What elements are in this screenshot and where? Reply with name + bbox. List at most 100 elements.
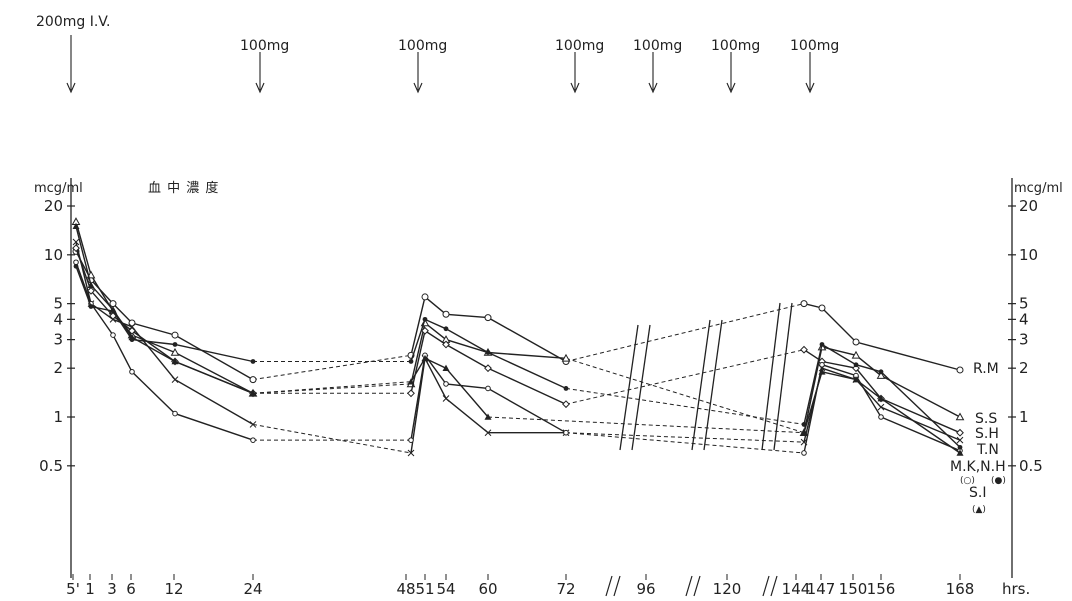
dose-label: 100mg	[711, 38, 760, 54]
series-nh	[73, 263, 963, 450]
data-point	[852, 376, 860, 383]
data-point	[172, 410, 178, 417]
data-point	[852, 364, 860, 373]
data-point	[109, 300, 117, 308]
data-point	[801, 450, 807, 456]
y-tick-label-right: 10	[1019, 246, 1038, 264]
data-point	[853, 362, 859, 368]
data-point	[819, 342, 825, 347]
series-line-segment	[252, 354, 412, 381]
data-point	[110, 332, 116, 338]
data-point	[249, 421, 257, 428]
marker-key-label: (▲)	[972, 505, 986, 515]
data-point	[801, 422, 807, 427]
data-point	[171, 357, 179, 365]
series-end-label: T.N	[976, 442, 999, 458]
data-point	[878, 369, 884, 375]
data-point	[818, 304, 826, 312]
data-point	[421, 293, 429, 301]
y-tick-label-left: 20	[44, 197, 63, 215]
x-tick-label: 1	[85, 580, 95, 598]
data-point	[485, 350, 491, 355]
series-line-segment	[75, 251, 254, 381]
series-end-label: S.I	[969, 485, 986, 501]
data-point	[407, 378, 415, 385]
data-point	[851, 350, 861, 359]
data-point	[408, 359, 414, 364]
data-point	[87, 281, 95, 288]
marker-key-label: (●)	[991, 476, 1006, 486]
data-point	[442, 340, 450, 349]
data-point	[249, 389, 257, 397]
series-lines	[71, 217, 965, 457]
series-end-label: S.H	[975, 426, 999, 442]
data-point	[128, 319, 136, 327]
x-axis-label: hrs.	[1002, 580, 1030, 598]
x-tick-label: 3	[107, 580, 117, 598]
data-point	[421, 326, 429, 335]
series-line-segment	[803, 346, 961, 433]
data-point	[422, 316, 428, 322]
x-axis-break-mark	[613, 575, 621, 597]
data-point	[172, 342, 178, 347]
data-point	[442, 364, 450, 371]
y-tick-label-right: 3	[1019, 331, 1029, 349]
x-tick-label: 5'	[66, 580, 80, 598]
y-tick-label-left: 4	[53, 310, 63, 328]
data-point	[443, 381, 449, 387]
y-tick-label-left: 2	[53, 359, 63, 377]
dose-arrowhead	[66, 82, 76, 94]
y-tick-label-right: 4	[1019, 310, 1029, 328]
data-point	[72, 244, 80, 253]
dose-arrowhead	[648, 82, 658, 94]
data-point	[800, 300, 808, 308]
data-point	[73, 259, 79, 266]
x-axis-break-mark	[770, 575, 778, 597]
data-point	[484, 314, 492, 322]
dose-arrowhead	[726, 82, 736, 94]
y-tick-label-left: 5	[53, 295, 63, 313]
chart-title: 血 中 濃 度	[148, 180, 219, 196]
series-line-segment	[803, 302, 961, 371]
x-tick-label: 144	[782, 580, 811, 598]
data-point	[800, 345, 808, 354]
y-tick-label-left: 1	[53, 408, 63, 426]
series-line-segment	[803, 349, 961, 434]
series-line-segment	[565, 432, 805, 443]
x-tick-label: 54	[436, 580, 455, 598]
dose-label: 100mg	[398, 38, 447, 54]
data-point	[171, 331, 179, 339]
data-point	[72, 238, 80, 246]
y-axis-label-left: mcg/ml	[34, 181, 83, 196]
y-tick-label-left: 10	[44, 246, 63, 264]
data-point	[484, 429, 492, 437]
data-point	[818, 368, 826, 375]
series-line-segment	[75, 261, 254, 441]
data-point	[956, 449, 964, 456]
data-point	[128, 333, 136, 341]
series-line-segment	[565, 432, 805, 454]
series-mk	[73, 259, 963, 456]
data-point	[249, 376, 257, 384]
data-point	[484, 364, 492, 373]
x-tick-label: 48	[396, 580, 415, 598]
dose-label: 200mg I.V.	[36, 14, 111, 30]
series-end-label: S.S	[975, 411, 997, 427]
data-point	[877, 395, 885, 402]
series-sh	[72, 238, 964, 457]
data-point	[442, 395, 450, 402]
y-tick-label-left: 0.5	[39, 457, 63, 475]
data-point	[250, 437, 256, 443]
data-point	[956, 436, 964, 444]
plot-break-mark	[773, 302, 793, 451]
data-point	[109, 306, 117, 313]
series-end-label: M.K,N.H	[950, 459, 1006, 475]
data-point	[956, 428, 964, 437]
series-line-segment	[410, 357, 489, 418]
x-tick-label: 120	[713, 580, 742, 598]
x-tick-label: 6	[126, 580, 136, 598]
data-point	[878, 414, 884, 420]
data-point	[421, 354, 429, 362]
data-point	[87, 286, 95, 295]
series-ss	[71, 217, 965, 437]
